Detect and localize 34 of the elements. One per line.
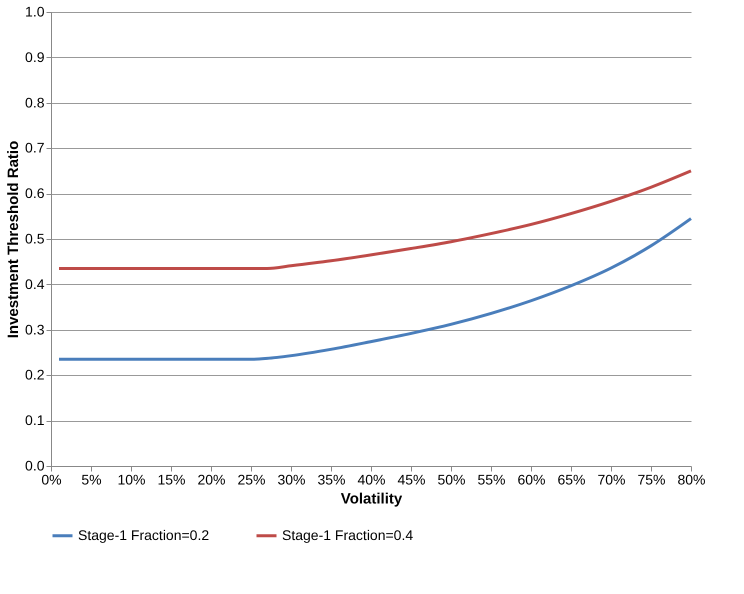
x-tick-label: 60%: [517, 472, 546, 488]
x-tick-label: 50%: [437, 472, 466, 488]
y-tick-label: 0.7: [25, 140, 45, 156]
y-tick-label: 0.4: [25, 276, 45, 292]
y-axis-title: Investment Threshold Ratio: [5, 140, 22, 338]
x-tick-label: 35%: [317, 472, 346, 488]
x-tick-label: 25%: [237, 472, 266, 488]
y-tick-label: 0.1: [25, 412, 45, 428]
y-tick-label: 0.8: [25, 94, 45, 110]
x-tick-label: 10%: [117, 472, 146, 488]
legend-label: Stage-1 Fraction=0.2: [78, 526, 210, 543]
x-tick-label: 55%: [477, 472, 506, 488]
y-tick-label: 0.3: [25, 321, 45, 338]
x-tick-label: 40%: [357, 472, 386, 488]
x-tick-label: 20%: [197, 472, 226, 488]
y-tick-label: 0.6: [25, 185, 45, 202]
x-axis-title: Volatility: [340, 490, 403, 508]
x-tick-label: 45%: [397, 472, 426, 488]
x-tick-label: 70%: [597, 472, 626, 488]
y-tick-label: 1.0: [25, 4, 45, 20]
x-tick-label: 75%: [637, 472, 666, 488]
y-tick-label: 0.5: [25, 230, 45, 246]
x-tick-label: 0%: [41, 472, 62, 488]
legend-label: Stage-1 Fraction=0.4: [282, 526, 414, 543]
x-tick-label: 80%: [677, 472, 706, 488]
x-tick-label: 5%: [81, 472, 102, 488]
x-tick-label: 30%: [277, 472, 306, 488]
x-tick-label: 15%: [157, 472, 186, 488]
line-series: [58, 217, 692, 361]
line-series: [58, 169, 692, 270]
y-tick-label: 0.9: [25, 48, 45, 65]
x-tick-label: 65%: [557, 472, 586, 488]
y-tick-label: 0.0: [25, 458, 45, 474]
y-tick-label: 0.2: [25, 366, 45, 383]
